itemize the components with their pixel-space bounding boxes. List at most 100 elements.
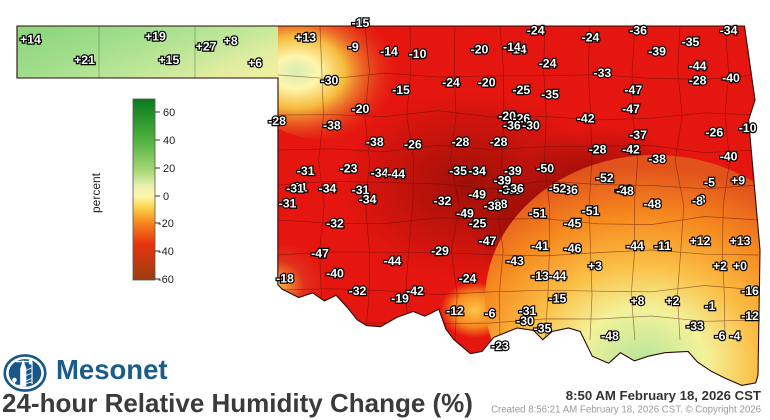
svg-text:-5: -5 — [704, 176, 715, 190]
svg-text:+2: +2 — [713, 259, 727, 273]
svg-text:-15: -15 — [392, 83, 410, 97]
svg-text:-42: -42 — [406, 284, 424, 298]
svg-text:20: 20 — [163, 163, 175, 175]
svg-text:+8: +8 — [630, 294, 644, 308]
svg-text:-50: -50 — [536, 161, 554, 175]
svg-text:-38: -38 — [648, 152, 666, 166]
svg-text:-10: -10 — [739, 121, 757, 135]
svg-text:-18: -18 — [276, 272, 294, 286]
svg-text:-20: -20 — [478, 76, 496, 90]
svg-text:-47: -47 — [624, 83, 642, 97]
svg-text:-28: -28 — [452, 135, 470, 149]
svg-text:Created 8:56:21 AM February 18: Created 8:56:21 AM February 18, 2026 CST… — [491, 405, 761, 416]
svg-text:40: 40 — [163, 135, 175, 147]
svg-text:-44: -44 — [549, 269, 567, 283]
svg-text:-12: -12 — [446, 304, 464, 318]
svg-text:-31: -31 — [279, 197, 297, 211]
svg-text:-24: -24 — [539, 57, 557, 71]
svg-text:-30: -30 — [321, 73, 339, 87]
svg-text:-32: -32 — [349, 284, 367, 298]
svg-text:-24: -24 — [527, 23, 545, 37]
svg-text:-40: -40 — [722, 71, 740, 85]
svg-text:-35: -35 — [449, 164, 467, 178]
svg-text:-25: -25 — [513, 83, 531, 97]
svg-text:+2: +2 — [665, 294, 679, 308]
svg-text:-48: -48 — [616, 184, 634, 198]
svg-text:-24: -24 — [582, 30, 600, 44]
svg-text:-34: -34 — [720, 23, 738, 37]
svg-text:+13: +13 — [730, 234, 751, 248]
svg-text:-34: -34 — [319, 182, 337, 196]
svg-text:-48: -48 — [644, 197, 662, 211]
svg-text:-41: -41 — [531, 239, 549, 253]
svg-text:-30: -30 — [522, 119, 540, 133]
svg-text:0: 0 — [163, 191, 169, 203]
svg-text:-32: -32 — [326, 217, 344, 231]
svg-text:-29: -29 — [431, 244, 449, 258]
svg-text:-38: -38 — [484, 199, 502, 213]
svg-text:-20: -20 — [352, 102, 370, 116]
svg-text:-44: -44 — [626, 239, 644, 253]
svg-text:-32: -32 — [434, 194, 452, 208]
svg-text:+21: +21 — [74, 53, 95, 67]
svg-text:-40: -40 — [720, 150, 738, 164]
svg-text:8:50 AM February 18, 2026 CST: 8:50 AM February 18, 2026 CST — [566, 388, 761, 403]
svg-text:-33: -33 — [686, 319, 704, 333]
svg-text:-6: -6 — [715, 329, 726, 343]
svg-text:-48: -48 — [601, 329, 619, 343]
svg-text:percent: percent — [89, 172, 103, 213]
svg-text:-38: -38 — [323, 119, 341, 133]
svg-text:-20: -20 — [471, 42, 489, 56]
svg-text:-28: -28 — [589, 142, 607, 156]
svg-text:-23: -23 — [491, 339, 509, 353]
svg-text:-43: -43 — [506, 254, 524, 268]
svg-text:-52: -52 — [596, 171, 614, 185]
svg-text:-35: -35 — [682, 35, 700, 49]
svg-text:+8: +8 — [224, 34, 238, 48]
svg-text:-15: -15 — [352, 16, 370, 30]
svg-text:-39: -39 — [648, 45, 666, 59]
svg-text:-44: -44 — [387, 167, 405, 181]
svg-text:+12: +12 — [690, 234, 711, 248]
svg-text:+3: +3 — [588, 259, 602, 273]
svg-text:24-hour Relative Humidity Chan: 24-hour Relative Humidity Change (%) — [2, 388, 473, 418]
svg-text:+6: +6 — [248, 56, 262, 70]
svg-text:-28: -28 — [490, 135, 508, 149]
svg-text:-12: -12 — [741, 309, 759, 323]
svg-text:-10: -10 — [409, 47, 427, 61]
svg-text:-47: -47 — [622, 102, 640, 116]
svg-text:-44: -44 — [384, 254, 402, 268]
svg-text:+14: +14 — [20, 33, 41, 47]
svg-text:-47: -47 — [311, 247, 329, 261]
svg-text:-14: -14 — [380, 45, 398, 59]
svg-text:+27: +27 — [196, 39, 217, 53]
svg-text:-36: -36 — [629, 23, 647, 37]
svg-text:-34: -34 — [359, 192, 377, 206]
svg-text:-26: -26 — [705, 126, 723, 140]
svg-text:-51: -51 — [529, 207, 547, 221]
svg-text:-44: -44 — [689, 59, 707, 73]
svg-text:-15: -15 — [549, 292, 567, 306]
svg-text:-28: -28 — [268, 114, 286, 128]
svg-text:-36: -36 — [503, 119, 521, 133]
svg-text:-36: -36 — [506, 182, 524, 196]
svg-text:-9: -9 — [348, 40, 359, 54]
svg-text:-24: -24 — [442, 76, 460, 90]
svg-text:60: 60 — [163, 107, 175, 119]
svg-text:-42: -42 — [622, 142, 640, 156]
svg-text:+9: +9 — [731, 173, 745, 187]
svg-text:-26: -26 — [404, 138, 422, 152]
svg-text:-31: -31 — [297, 164, 315, 178]
svg-text:-13: -13 — [531, 269, 549, 283]
svg-text:-37: -37 — [629, 128, 647, 142]
svg-text:-14: -14 — [503, 40, 521, 54]
svg-text:Mesonet: Mesonet — [56, 354, 168, 385]
svg-text:-25: -25 — [469, 217, 487, 231]
svg-text:-16: -16 — [741, 284, 759, 298]
svg-text:+19: +19 — [145, 29, 166, 43]
svg-text:-1: -1 — [705, 299, 716, 313]
svg-text:-40: -40 — [326, 267, 344, 281]
svg-text:+13: +13 — [295, 30, 316, 44]
svg-text:-35: -35 — [534, 322, 552, 336]
svg-text:-8: -8 — [692, 194, 703, 208]
